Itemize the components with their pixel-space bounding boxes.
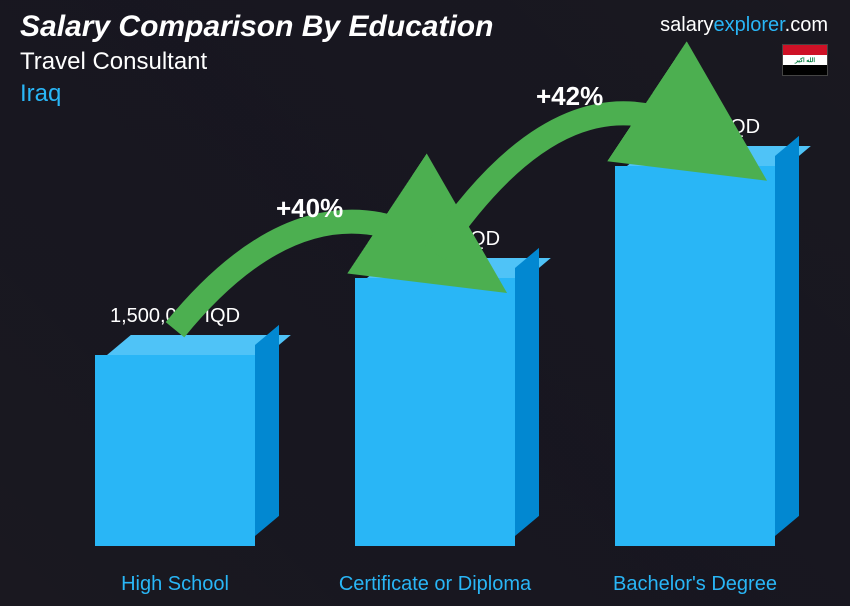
bar-label-1: Certificate or Diploma: [335, 572, 535, 596]
pct-label-1: +42%: [536, 81, 603, 112]
bar-chart: 1,500,000 IQD High School 2,100,000 IQD …: [60, 126, 790, 546]
chart-country: Iraq: [20, 80, 493, 108]
arrow-1: [60, 126, 790, 546]
brand-logo: salaryexplorer.com: [660, 14, 828, 37]
chart-subtitle: Travel Consultant: [20, 48, 493, 76]
bar-label-0: High School: [75, 572, 275, 596]
country-flag-icon: الله اكبر: [782, 44, 828, 76]
chart-title: Salary Comparison By Education: [20, 10, 493, 44]
bar-label-2: Bachelor's Degree: [595, 572, 795, 596]
